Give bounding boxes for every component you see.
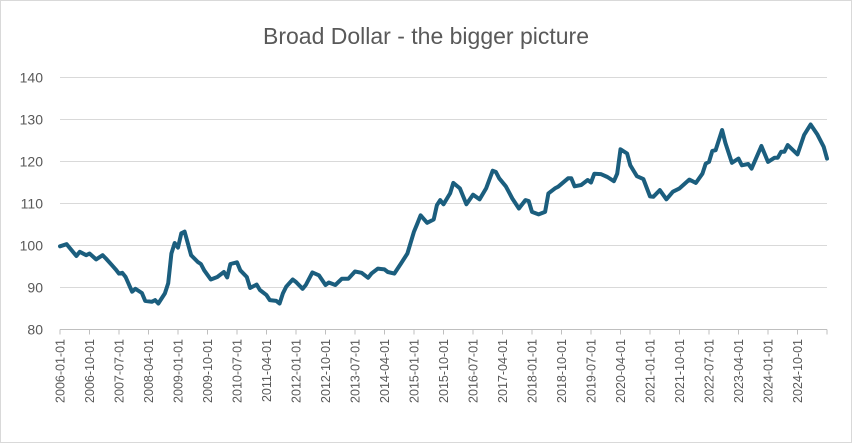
x-tick-label: 2021-10-01 bbox=[673, 339, 687, 403]
x-tick-label: 2021-01-01 bbox=[644, 339, 658, 403]
x-tick-label: 2022-07-01 bbox=[703, 339, 717, 403]
x-tick-label: 2018-01-01 bbox=[526, 339, 540, 403]
chart-title: Broad Dollar - the bigger picture bbox=[263, 23, 589, 49]
y-tick-label: 80 bbox=[27, 322, 43, 338]
y-tick-label: 130 bbox=[20, 112, 44, 128]
x-tick-label: 2006-10-01 bbox=[83, 339, 97, 403]
x-tick-label: 2014-04-01 bbox=[378, 339, 392, 403]
x-tick-label: 2016-07-01 bbox=[467, 339, 481, 403]
x-tick-label: 2023-04-01 bbox=[732, 339, 746, 403]
y-axis: 80 90 100 110 120 130 140 bbox=[20, 70, 44, 338]
x-tick-label: 2015-01-01 bbox=[408, 339, 422, 403]
x-tick-label: 2012-01-01 bbox=[290, 339, 304, 403]
x-tick-label: 2018-10-01 bbox=[555, 339, 569, 403]
x-tick-label: 2024-01-01 bbox=[762, 339, 776, 403]
y-tick-label: 90 bbox=[27, 280, 43, 296]
x-tick-label: 2012-10-01 bbox=[319, 339, 333, 403]
x-tick-label: 2017-04-01 bbox=[496, 339, 510, 403]
x-tick-label: 2010-07-01 bbox=[231, 339, 245, 403]
x-tick-label: 2011-04-01 bbox=[260, 339, 274, 402]
x-tick-label: 2015-10-01 bbox=[437, 339, 451, 403]
x-tick-label: 2013-07-01 bbox=[349, 339, 363, 403]
x-tick-label: 2024-10-01 bbox=[791, 339, 805, 403]
y-tick-label: 100 bbox=[20, 238, 44, 254]
y-tick-label: 110 bbox=[21, 196, 44, 212]
x-axis: 2006-01-01 2006-10-01 2007-07-01 2008-04-01… bbox=[54, 329, 828, 403]
y-tick-label: 140 bbox=[20, 70, 44, 86]
x-tick-label: 2006-01-01 bbox=[54, 339, 68, 403]
series-line bbox=[58, 122, 829, 306]
x-tick-label: 2008-04-01 bbox=[142, 339, 156, 403]
y-tick-label: 120 bbox=[20, 154, 44, 170]
x-tick-label: 2007-07-01 bbox=[113, 339, 127, 403]
x-tick-label: 2009-10-01 bbox=[201, 339, 215, 403]
x-tick-label: 2009-01-01 bbox=[172, 339, 186, 403]
x-tick-label: 2019-07-01 bbox=[585, 339, 599, 403]
x-tick-label: 2020-04-01 bbox=[614, 339, 628, 403]
